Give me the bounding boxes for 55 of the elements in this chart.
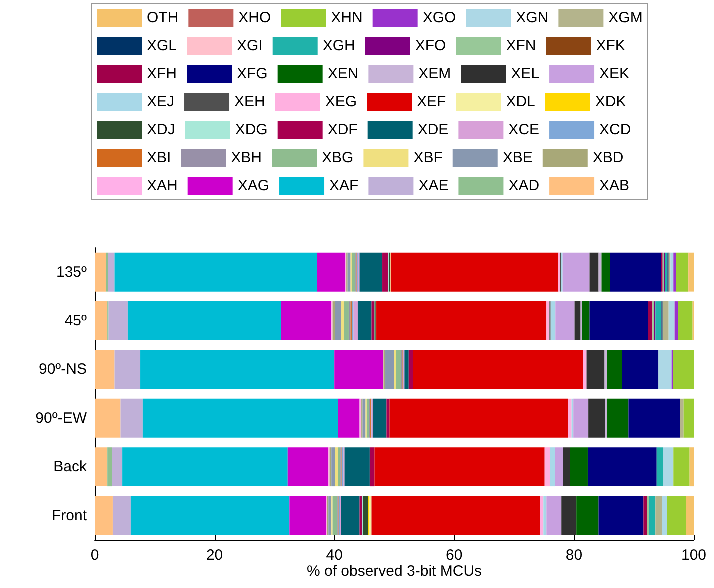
y-tick-label: Back — [54, 458, 88, 476]
legend-label: XAH — [147, 178, 178, 194]
x-tick-label: 80 — [566, 547, 583, 564]
legend-label: XGI — [237, 38, 263, 54]
legend-label: XAF — [330, 178, 359, 194]
x-tick-label: 100 — [681, 547, 707, 564]
legend-label: XGL — [147, 38, 178, 54]
legend-label: XEH — [234, 94, 266, 110]
legend-label: XCE — [508, 122, 540, 138]
y-tick-label: 90º-EW — [36, 410, 88, 427]
legend-label: XBE — [502, 150, 533, 166]
legend-label: XHO — [238, 10, 272, 26]
legend-label: XEF — [417, 94, 446, 110]
legend-label: XBI — [147, 150, 172, 166]
legend-label: XBH — [231, 150, 262, 166]
legend-label: XBF — [414, 150, 443, 166]
legend-label: XGH — [322, 38, 356, 54]
legend-label: XAG — [238, 178, 270, 194]
legend-label: XBG — [322, 150, 354, 166]
x-tick-label: 0 — [90, 547, 100, 564]
legend-label: XAD — [508, 178, 540, 194]
y-tick-label: Front — [52, 507, 88, 524]
legend-label: XDK — [595, 94, 626, 110]
y-tick-label: 90º-NS — [39, 361, 87, 378]
legend-label: XEL — [511, 66, 540, 82]
legend-label: XCD — [600, 122, 632, 138]
legend-label: XFK — [596, 38, 626, 54]
legend-label: XFH — [147, 66, 177, 82]
legend-label: XDG — [235, 122, 268, 138]
legend-label: XDF — [328, 122, 358, 138]
legend-label: XDE — [418, 122, 449, 138]
legend-label: XEG — [325, 94, 358, 110]
legend-label: XBD — [592, 150, 624, 166]
x-tick-label: 60 — [446, 547, 463, 564]
legend-label: XFO — [415, 38, 446, 54]
x-tick-label: 20 — [206, 547, 224, 564]
legend-label: XEN — [328, 66, 359, 82]
legend-label: XEJ — [147, 94, 175, 110]
x-axis-title: % of observed 3-bit MCUs — [306, 563, 482, 580]
legend-label: XGO — [422, 10, 456, 26]
legend-label: XAB — [600, 178, 630, 194]
legend-label: XGN — [516, 10, 549, 26]
legend-label: XHN — [331, 10, 363, 26]
legend-label: OTH — [147, 10, 179, 26]
legend-label: XAE — [418, 178, 449, 194]
y-tick-label: 45º — [64, 312, 88, 330]
legend-label: XEK — [600, 66, 630, 82]
legend-label: XGM — [608, 10, 643, 26]
y-tick-label: 135º — [56, 264, 88, 281]
legend-label: XFN — [506, 38, 536, 54]
x-tick-label: 40 — [326, 547, 343, 564]
legend-label: XDJ — [147, 122, 176, 138]
legend-label: XFG — [237, 66, 268, 82]
legend-label: XEM — [418, 66, 452, 82]
legend-label: XDL — [506, 94, 536, 110]
